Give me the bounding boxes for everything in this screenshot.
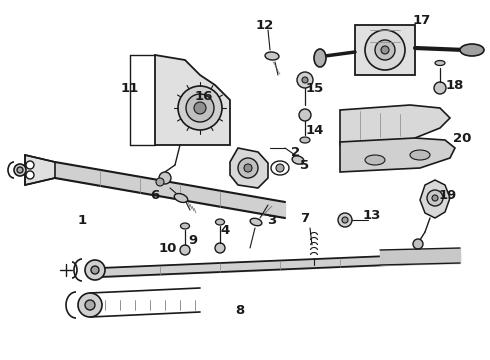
Circle shape: [178, 86, 222, 130]
Circle shape: [434, 82, 446, 94]
Circle shape: [215, 243, 225, 253]
Circle shape: [14, 164, 26, 176]
Circle shape: [302, 77, 308, 83]
Ellipse shape: [365, 155, 385, 165]
Circle shape: [26, 161, 34, 169]
Ellipse shape: [300, 137, 310, 143]
Circle shape: [338, 213, 352, 227]
Ellipse shape: [174, 194, 188, 202]
Text: 18: 18: [446, 78, 464, 91]
Polygon shape: [355, 25, 415, 75]
Text: 5: 5: [300, 158, 310, 171]
Text: 12: 12: [256, 18, 274, 32]
Polygon shape: [340, 138, 455, 172]
Ellipse shape: [410, 150, 430, 160]
Text: 2: 2: [292, 145, 300, 158]
Circle shape: [156, 178, 164, 186]
Text: 11: 11: [121, 81, 139, 95]
Polygon shape: [230, 148, 268, 188]
Polygon shape: [420, 180, 450, 218]
Circle shape: [194, 102, 206, 114]
Text: 1: 1: [77, 213, 87, 226]
Circle shape: [180, 245, 190, 255]
Text: 17: 17: [413, 14, 431, 27]
Circle shape: [159, 172, 171, 184]
Ellipse shape: [216, 219, 224, 225]
Circle shape: [276, 164, 284, 172]
Circle shape: [413, 239, 423, 249]
Circle shape: [244, 164, 252, 172]
Circle shape: [299, 109, 311, 121]
Circle shape: [238, 158, 258, 178]
Circle shape: [432, 195, 438, 201]
Circle shape: [85, 260, 105, 280]
Ellipse shape: [460, 44, 484, 56]
Circle shape: [17, 167, 23, 173]
Text: 9: 9: [189, 234, 197, 247]
Polygon shape: [340, 105, 450, 145]
Polygon shape: [155, 55, 230, 145]
Ellipse shape: [180, 223, 190, 229]
Text: 10: 10: [159, 242, 177, 255]
Ellipse shape: [292, 156, 304, 164]
Ellipse shape: [250, 218, 262, 226]
Text: 8: 8: [235, 303, 245, 316]
Circle shape: [85, 300, 95, 310]
Text: 7: 7: [300, 212, 310, 225]
Circle shape: [78, 293, 102, 317]
Circle shape: [186, 94, 214, 122]
Circle shape: [381, 46, 389, 54]
Circle shape: [342, 217, 348, 223]
Text: 14: 14: [306, 123, 324, 136]
Circle shape: [375, 40, 395, 60]
Circle shape: [297, 72, 313, 88]
Text: 3: 3: [268, 213, 277, 226]
Circle shape: [91, 266, 99, 274]
Text: 13: 13: [363, 208, 381, 221]
Text: 15: 15: [306, 81, 324, 95]
Text: 19: 19: [439, 189, 457, 202]
Circle shape: [26, 171, 34, 179]
Ellipse shape: [314, 49, 326, 67]
Text: 20: 20: [453, 131, 471, 144]
Text: 6: 6: [150, 189, 160, 202]
Polygon shape: [25, 155, 55, 185]
Ellipse shape: [265, 52, 279, 60]
Circle shape: [365, 30, 405, 70]
Circle shape: [427, 190, 443, 206]
Text: 16: 16: [195, 90, 213, 103]
Text: 4: 4: [220, 224, 230, 237]
Ellipse shape: [435, 60, 445, 66]
